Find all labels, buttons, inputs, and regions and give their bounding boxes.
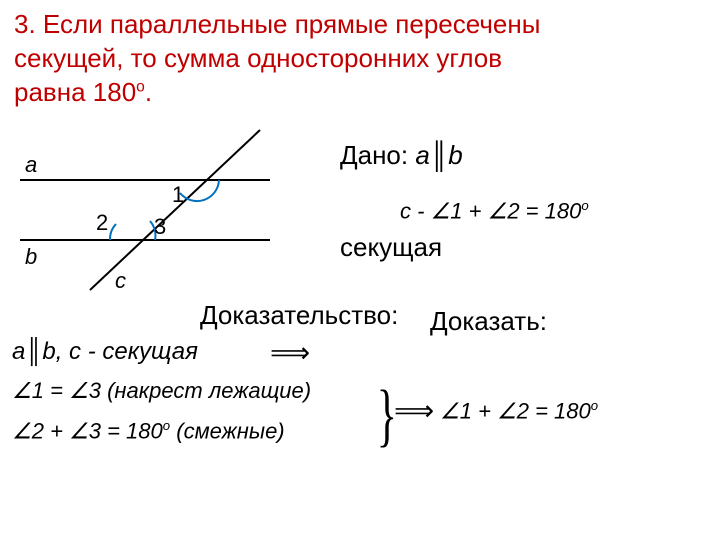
given-block: Дано: a║b: [340, 140, 463, 171]
prove-label: Доказать:: [430, 306, 547, 337]
result-deg: о: [591, 398, 598, 413]
implies1-icon: ⟹: [270, 336, 310, 369]
given-c: c: [400, 198, 411, 223]
secant-line: [90, 130, 260, 290]
angle3-label: 3: [154, 214, 166, 239]
proof-line3b: (смежные): [170, 418, 285, 443]
given-expr: a║b: [415, 140, 462, 170]
title-deg: о: [136, 78, 145, 95]
given-rest: ∠1 + ∠2 = 180: [431, 198, 582, 223]
angle2-arc: [110, 224, 116, 240]
title-line1: 3. Если параллельные прямые пересечены: [14, 9, 540, 39]
given-formula: c - ∠1 + ∠2 = 180о: [400, 198, 589, 224]
proof-line1-text: a║b, c - секущая: [12, 338, 198, 365]
proof-line3a: ∠2 + ∠3 = 180: [12, 418, 163, 443]
given-deg: о: [581, 198, 588, 213]
title-line2: секущей, то сумма односторонних углов: [14, 43, 502, 73]
implies2-icon: ⟹: [394, 394, 434, 427]
label-a: a: [25, 152, 37, 177]
secant-word: секущая: [340, 232, 442, 263]
label-c: c: [115, 268, 126, 293]
title-line3: равна 180: [14, 77, 136, 107]
theorem-title: 3. Если параллельные прямые пересечены с…: [0, 0, 720, 109]
proof-label: Доказательство:: [200, 300, 398, 331]
geometry-diagram: a b c 1 2 3: [10, 120, 310, 320]
given-label: Дано:: [340, 140, 408, 170]
given-dash: -: [411, 198, 431, 223]
proof-line2: ∠1 = ∠3 (накрест лежащие): [12, 378, 311, 404]
title-dot: .: [145, 77, 152, 107]
angle2-label: 2: [96, 210, 108, 235]
result-text: ∠1 + ∠2 = 180: [440, 398, 591, 423]
angle1-arc: [180, 180, 219, 201]
label-b: b: [25, 244, 37, 269]
proof-line1: a║b, c - секущая: [12, 338, 198, 366]
proof-line3: ∠2 + ∠3 = 180о (смежные): [12, 418, 285, 444]
angle1-label: 1: [172, 182, 184, 207]
result-formula: ∠1 + ∠2 = 180о: [440, 398, 598, 424]
